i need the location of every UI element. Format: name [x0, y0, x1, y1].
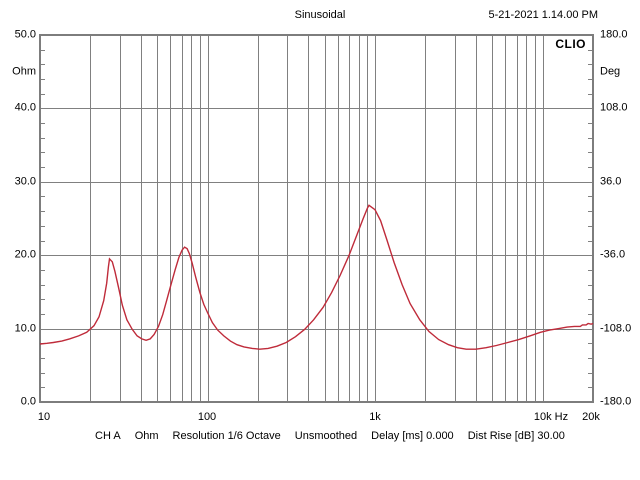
impedance-curve	[39, 204, 594, 350]
status-bar: CH A Ohm Resolution 1/6 Octave Unsmoothe…	[95, 431, 565, 442]
y-left-tick-0: 0.0	[20, 395, 36, 408]
x-tick-100: 100	[197, 411, 217, 423]
y-left-tick-40: 40.0	[14, 101, 36, 114]
x-tick-20k: 20k	[582, 411, 600, 423]
y-left-tick-30: 30.0	[14, 175, 36, 188]
y-left-tick-20: 20.0	[14, 248, 36, 261]
status-smoothing: Unsmoothed	[294, 430, 358, 442]
status-channel: CH A	[95, 430, 121, 442]
y-right-tick--180: -180.0	[600, 395, 632, 408]
status-unit: Ohm	[134, 430, 159, 442]
y-right-tick-180: 180.0	[600, 28, 628, 41]
status-dist-rise: Dist Rise [dB] 30.00	[467, 430, 565, 442]
y-right-tick--108: -108.0	[600, 322, 632, 335]
status-resolution: Resolution 1/6 Octave	[172, 430, 281, 442]
timestamp: 5-21-2021 1.14.00 PM	[488, 9, 598, 21]
clio-logo: CLIO	[555, 37, 586, 51]
x-tick-1k: 1k	[369, 411, 381, 423]
y-right-tick-36: 36.0	[600, 175, 622, 188]
x-tick-10k: 10k Hz	[533, 411, 569, 423]
y-left-tick-10: 10.0	[14, 322, 36, 335]
y-right-tick--36: -36.0	[600, 248, 626, 261]
chart-title: Sinusoidal	[294, 9, 346, 21]
y-left-tick-50: 50.0	[14, 28, 36, 41]
status-delay: Delay [ms] 0.000	[371, 430, 454, 442]
y-right-unit: Deg	[600, 65, 621, 78]
y-left-unit: Ohm	[12, 65, 36, 78]
x-tick-10: 10	[37, 411, 51, 423]
y-right-tick-108: 108.0	[600, 101, 628, 114]
